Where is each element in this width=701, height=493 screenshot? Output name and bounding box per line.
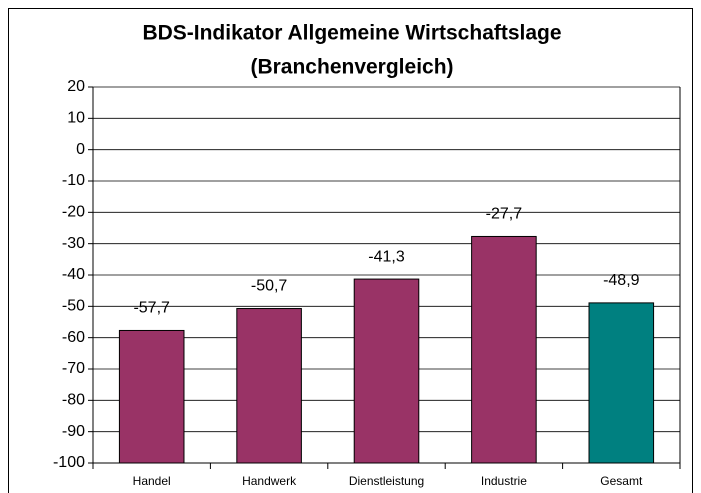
y-tick-label: -40: [62, 266, 85, 283]
x-tick-label: Gesamt: [600, 474, 643, 488]
y-tick-label: 20: [67, 78, 85, 95]
chart-title: (Branchenvergleich): [250, 56, 453, 79]
y-tick-label: 10: [67, 110, 85, 127]
data-label: -48,9: [603, 272, 640, 289]
data-label: -27,7: [486, 206, 523, 223]
x-tick-label: Handwerk: [242, 474, 297, 488]
y-tick-label: -60: [62, 329, 85, 346]
x-tick-label: Industrie: [481, 474, 527, 488]
bar: [353, 278, 420, 464]
y-tick-label: -20: [62, 204, 85, 221]
y-tick-label: -10: [62, 172, 85, 189]
data-label: -41,3: [368, 248, 405, 265]
y-tick-label: -70: [62, 360, 85, 377]
data-label: -57,7: [133, 300, 170, 317]
chart-title: BDS-Indikator Allgemeine Wirtschaftslage: [142, 22, 561, 45]
bar: [236, 308, 302, 464]
x-tick-label: Handel: [133, 474, 171, 488]
y-tick-label: -90: [62, 423, 85, 440]
bar: [118, 329, 185, 464]
y-tick-label: -50: [62, 298, 85, 315]
y-tick-label: -100: [53, 454, 85, 471]
y-tick-label: 0: [76, 141, 85, 158]
y-tick-label: -30: [62, 235, 85, 252]
bar: [588, 302, 655, 464]
y-tick-label: -80: [62, 392, 85, 409]
bar: [471, 235, 537, 464]
data-label: -50,7: [251, 278, 288, 295]
x-tick-label: Dienstleistung: [349, 474, 424, 488]
